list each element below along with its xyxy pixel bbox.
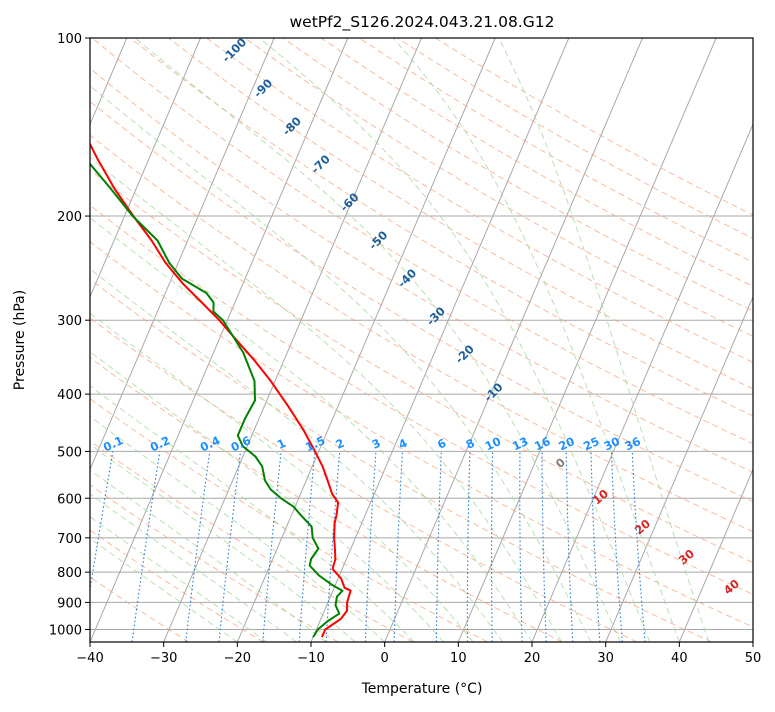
y-tick-label: 1000 <box>49 623 82 638</box>
x-tick-label: 0 <box>381 651 389 666</box>
x-tick-label: −30 <box>150 651 177 666</box>
y-tick-label: 800 <box>57 566 82 581</box>
x-axis-label: Temperature (°C) <box>361 681 483 697</box>
y-tick-label: 400 <box>57 388 82 403</box>
y-tick-label: 300 <box>57 314 82 329</box>
y-tick-label: 600 <box>57 492 82 507</box>
y-axis-label: Pressure (hPa) <box>12 290 28 390</box>
x-tick-label: 40 <box>671 651 688 666</box>
x-tick-label: 30 <box>597 651 614 666</box>
x-tick-label: 20 <box>524 651 541 666</box>
x-tick-label: −10 <box>297 651 324 666</box>
x-tick-label: 50 <box>745 651 762 666</box>
x-tick-label: 10 <box>450 651 467 666</box>
y-tick-label: 100 <box>57 32 82 47</box>
y-tick-label: 900 <box>57 596 82 611</box>
x-tick-label: −40 <box>76 651 103 666</box>
y-tick-label: 500 <box>57 445 82 460</box>
y-tick-label: 200 <box>57 210 82 225</box>
x-tick-label: −20 <box>224 651 251 666</box>
chart-title: wetPf2_S126.2024.043.21.08.G12 <box>290 13 555 32</box>
y-tick-label: 700 <box>57 532 82 547</box>
